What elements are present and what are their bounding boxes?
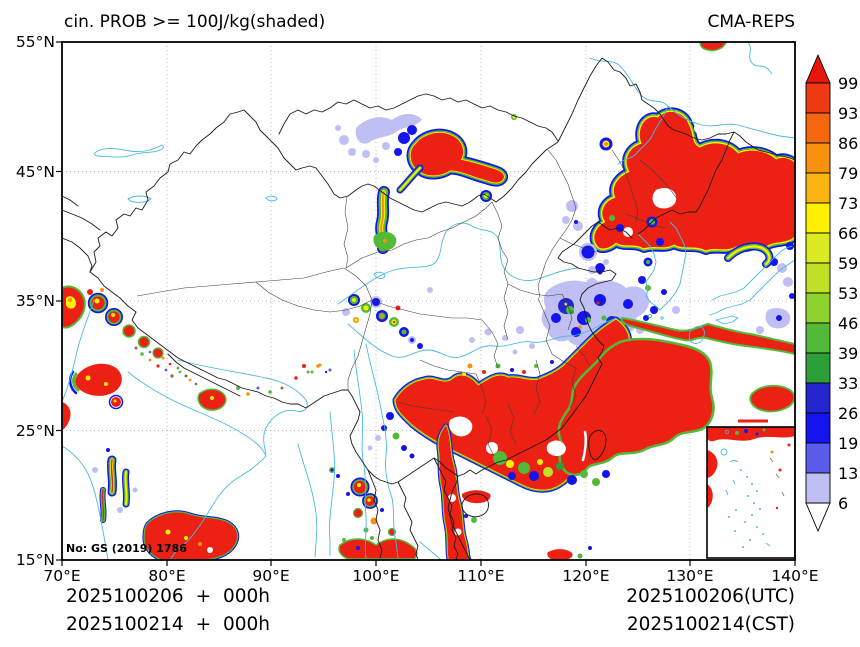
colorbar-cell	[805, 172, 831, 204]
colorbar-tick-label: 99	[838, 74, 858, 93]
colorbar-tick-label: 59	[838, 254, 858, 273]
colorbar-tick-label: 13	[838, 464, 858, 483]
colorbar-tick-label: 26	[838, 404, 858, 423]
colorbar-tick-label: 53	[838, 284, 858, 303]
y-tick-label: 45°N	[16, 163, 55, 181]
colorbar-tick-label: 93	[838, 104, 858, 123]
mixed-speck-texture	[134, 346, 198, 386]
footer-valid-utc: 2025100206(UTC)	[626, 586, 795, 607]
y-tick-label: 25°N	[16, 422, 55, 440]
south-china-sea-inset	[706, 419, 795, 559]
colorbar-cell	[805, 412, 831, 444]
x-tick-label: 110°E	[457, 567, 504, 585]
x-tick-label: 100°E	[352, 567, 399, 585]
colorbar-cell	[805, 382, 831, 414]
colorbar-cell	[805, 202, 831, 234]
province-borders	[136, 149, 679, 457]
colorbar-cell	[805, 352, 831, 384]
inset-border	[706, 426, 795, 559]
colorbar-cell	[805, 442, 831, 474]
y-tick-label: 35°N	[16, 292, 55, 310]
colorbar-tick-label: 39	[838, 344, 858, 363]
colorbar-cell	[805, 232, 831, 264]
colorbar-tick-label: 19	[838, 434, 858, 453]
footer-init-line-utc: 2025100206 + 000h	[66, 586, 270, 607]
colorbar-cell	[805, 142, 831, 174]
axis-ticks	[56, 41, 796, 566]
inset-island-outlines	[720, 448, 771, 547]
y-tick-label: 15°N	[16, 551, 55, 569]
x-tick-label: 80°E	[148, 567, 185, 585]
india-cells	[92, 448, 418, 560]
y-tick-label: 55°N	[16, 33, 55, 51]
inset-reef-dashes	[769, 457, 785, 497]
colorbar-cell	[805, 322, 831, 354]
colorbar	[805, 53, 831, 533]
y-axis-labels: 55°N 45°N 35°N 25°N 15°N	[16, 33, 55, 569]
colorbar-labels: 99 93 86 79 73 66 59 53 46 39 33 26 19 1…	[838, 74, 858, 513]
footer-init-line-cst: 2025100214 + 000h	[66, 614, 270, 635]
colorbar-tick-label: 6	[838, 494, 848, 513]
colorbar-cell	[805, 472, 831, 504]
map-license-note: No: GS (2019) 1786	[66, 542, 187, 555]
x-tick-label: 70°E	[43, 567, 80, 585]
x-tick-label: 120°E	[562, 567, 609, 585]
colorbar-tick-label: 46	[838, 314, 858, 333]
x-axis-labels: 70°E 80°E 90°E 100°E 110°E 120°E 130°E 1…	[43, 567, 818, 585]
colorbar-cell	[805, 82, 831, 114]
colorbar-tick-label: 66	[838, 224, 858, 243]
rivers-lakes	[62, 42, 795, 560]
colorbar-cell	[805, 112, 831, 144]
colorbar-tick-label: 33	[838, 374, 858, 393]
colorbar-tick-label: 73	[838, 194, 858, 213]
foreign-coastlines	[637, 221, 795, 344]
x-tick-label: 130°E	[666, 567, 713, 585]
map-plot-area: No: GS (2019) 1786	[62, 42, 795, 560]
colorbar-cell	[805, 292, 831, 324]
colorbar-tick-label: 79	[838, 164, 858, 183]
inset-island-dots	[728, 469, 764, 548]
x-tick-label: 90°E	[252, 567, 289, 585]
shaded-probability-field	[62, 42, 795, 560]
chart-title: cin. PROB >= 100J/kg(shaded)	[64, 12, 325, 32]
national-borders	[62, 57, 795, 560]
colorbar-tick-label: 86	[838, 134, 858, 153]
x-tick-label: 140°E	[771, 567, 818, 585]
model-name: CMA-REPS	[707, 12, 795, 32]
footer-valid-cst: 2025100214(CST)	[627, 614, 795, 635]
myanmar-cells	[329, 467, 384, 533]
colorbar-extend-under	[805, 502, 831, 533]
colorbar-cell	[805, 262, 831, 294]
